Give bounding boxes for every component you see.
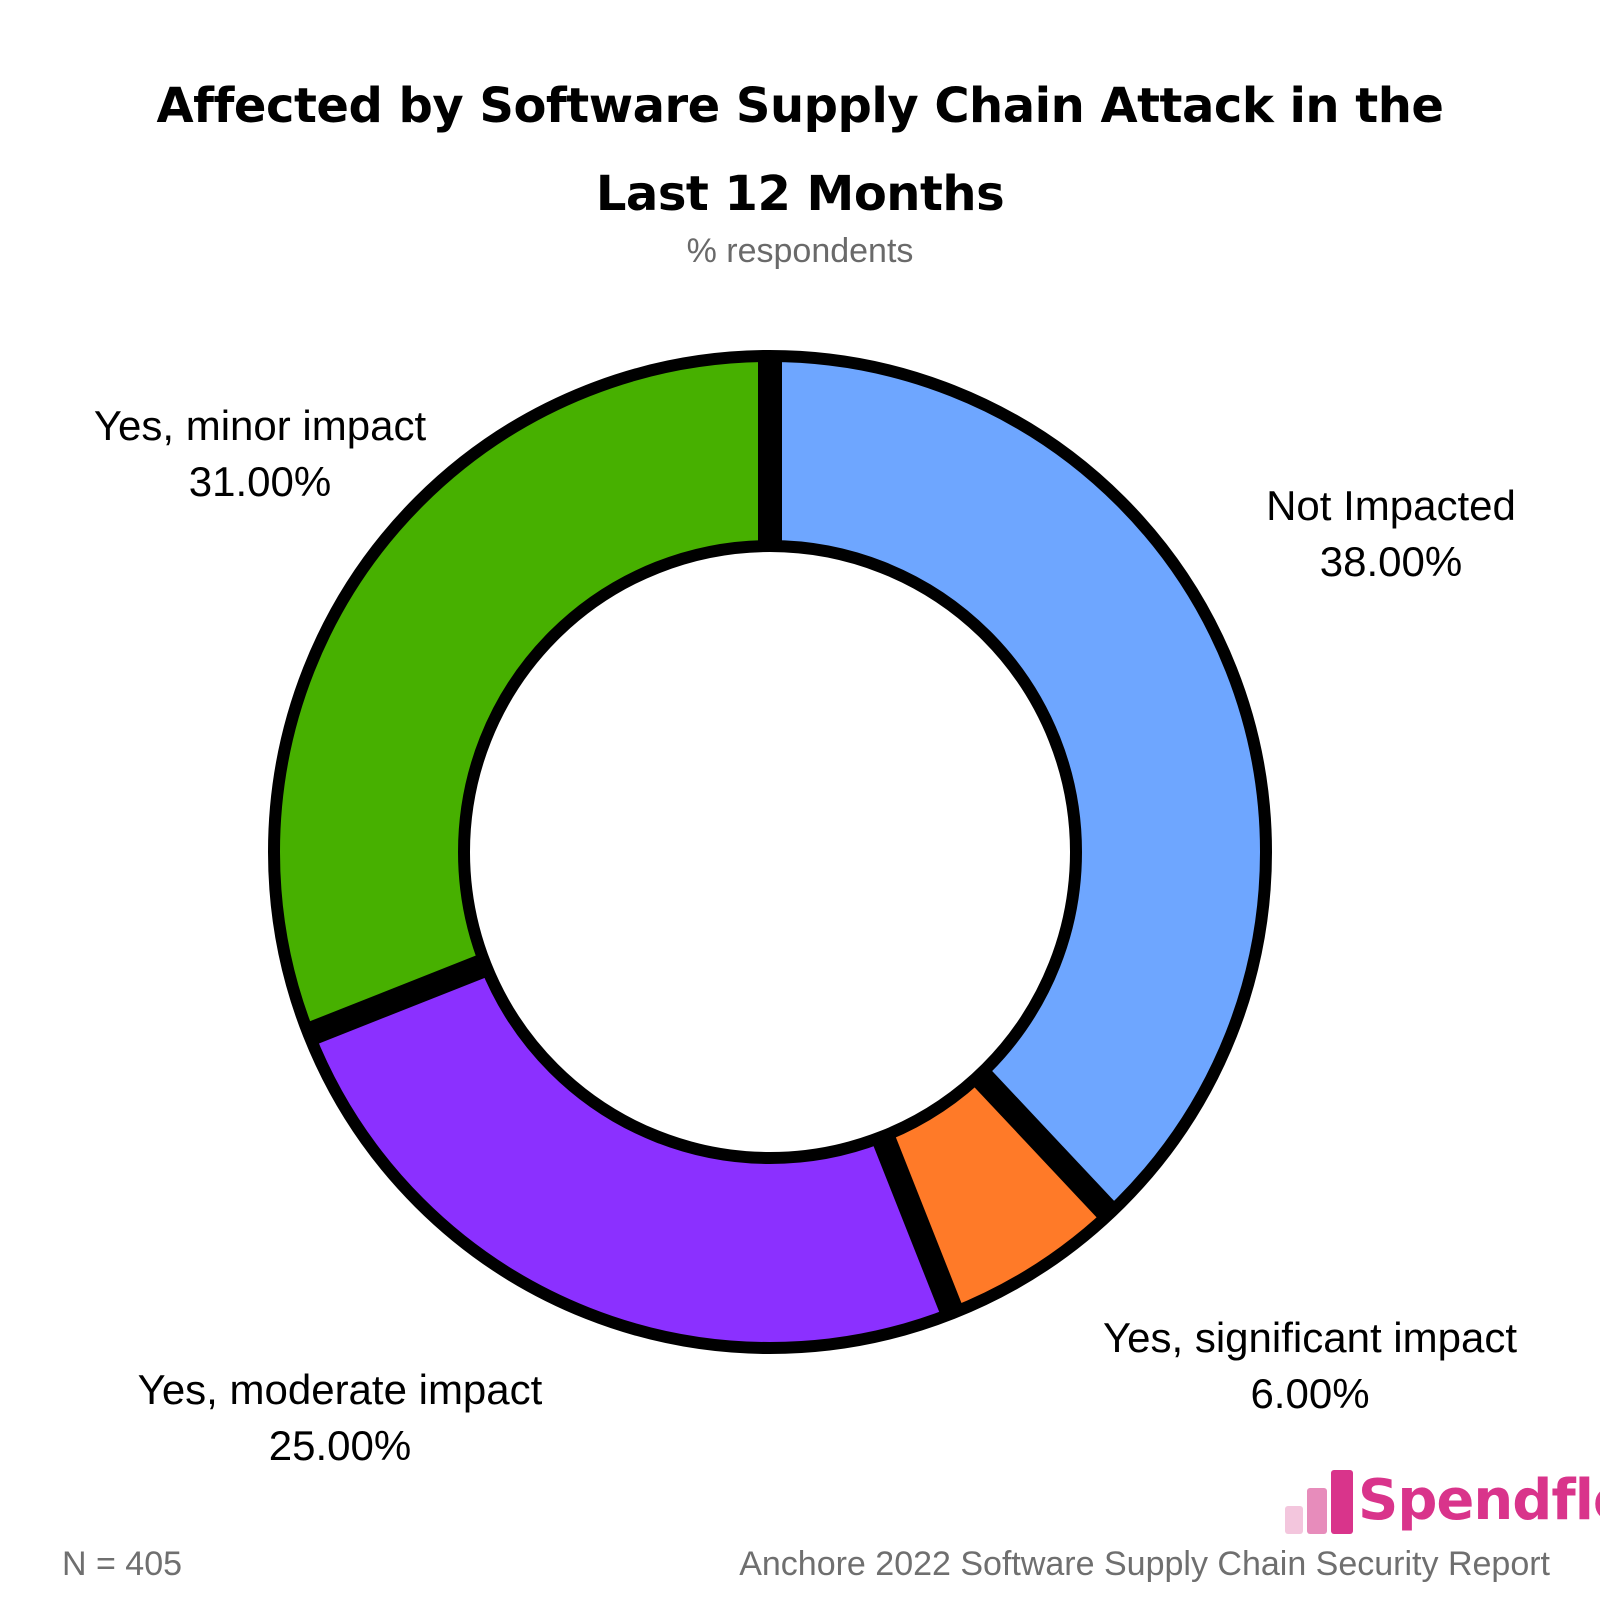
slice-label-value: 6.00% [1250, 1370, 1370, 1417]
slice-label-value: 25.00% [268, 1422, 412, 1469]
slice-label-value: 31.00% [188, 458, 332, 505]
chart-subtitle: % respondents [686, 232, 914, 270]
slice-label-not-impacted: Not Impacted 38.00% [1236, 478, 1546, 590]
chart-title-line-2: Last 12 Months [595, 166, 1005, 222]
slice-label-name: Yes, moderate impact [137, 1366, 543, 1413]
donut-outer-ring [268, 350, 1272, 1354]
slice-label-value: 38.00% [1319, 538, 1463, 585]
slice-separator [967, 1063, 1122, 1225]
spendflo-logo-text: Spendflo [1358, 1468, 1600, 1533]
slice-label-moderate-impact: Yes, moderate impact 25.00% [90, 1362, 590, 1474]
source-note: Anchore 2022 Software Supply Chain Secur… [739, 1545, 1550, 1583]
slice-label-significant-impact: Yes, significant impact 6.00% [1060, 1310, 1560, 1422]
spendflo-logo-icon [1285, 1470, 1353, 1534]
donut-inner-ring [458, 540, 1082, 1164]
slice-label-name: Not Impacted [1266, 482, 1516, 529]
slice-label-name: Yes, significant impact [1103, 1314, 1517, 1361]
slice-separator [870, 1128, 966, 1322]
chart-title-line-1: Affected by Software Supply Chain Attack… [156, 78, 1444, 134]
slice-yes-moderate-impact [308, 964, 953, 1348]
slice-not-impacted [770, 356, 1266, 1214]
slice-label-name: Yes, minor impact [93, 402, 427, 449]
sample-size-note: N = 405 [62, 1545, 183, 1583]
slice-separator [300, 952, 494, 1048]
slice-label-minor-impact: Yes, minor impact 31.00% [40, 398, 480, 510]
